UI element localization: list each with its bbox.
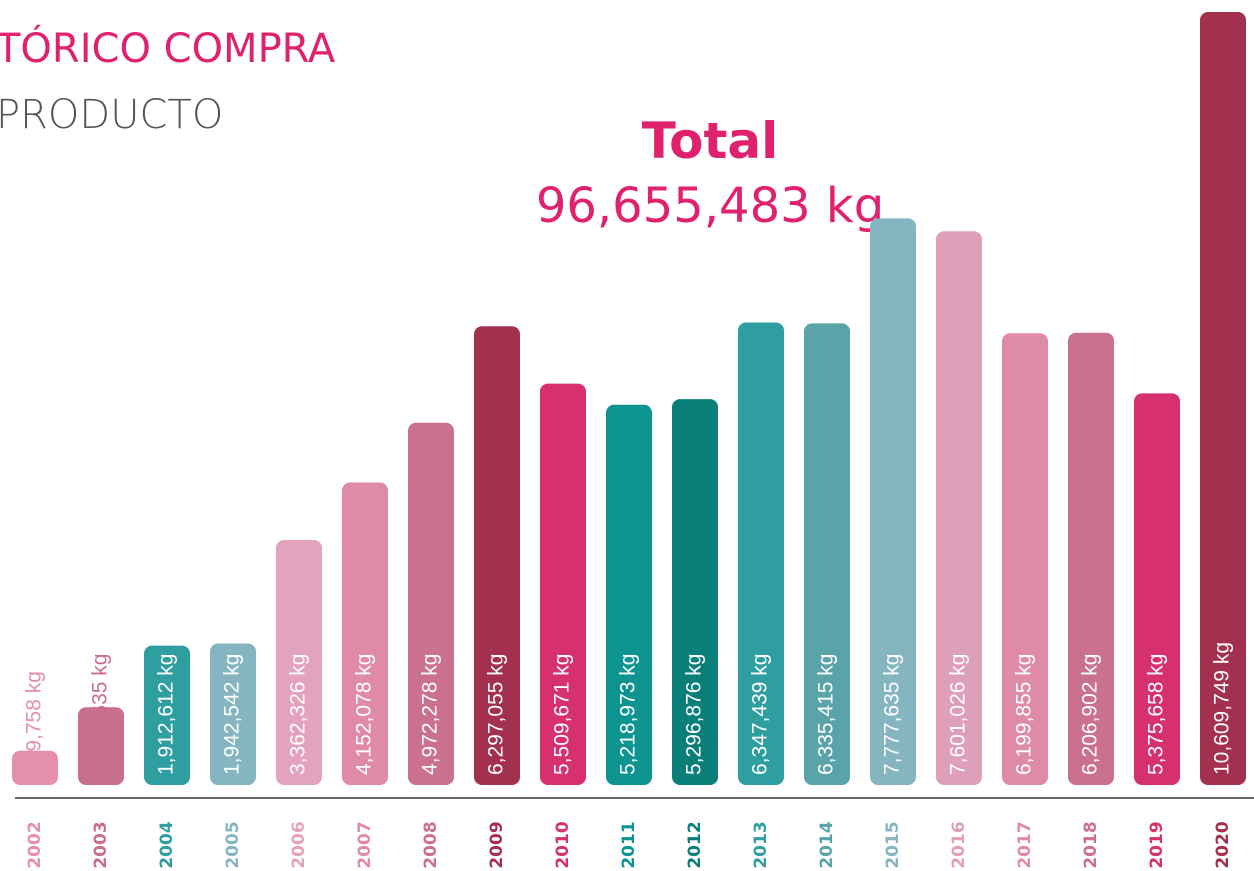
bar bbox=[804, 323, 850, 785]
bar bbox=[474, 326, 520, 785]
x-tick-label: 2011 bbox=[619, 821, 639, 868]
x-tick-label: 2015 bbox=[883, 821, 903, 868]
x-tick-label: 2002 bbox=[25, 821, 45, 868]
total-label: Total bbox=[642, 112, 779, 170]
x-tick-label: 2004 bbox=[157, 821, 177, 868]
bar bbox=[936, 231, 982, 785]
value-label: 6,206,902 kg bbox=[1079, 654, 1102, 775]
x-tick-label: 2018 bbox=[1081, 821, 1101, 868]
bar bbox=[1002, 333, 1048, 785]
value-label: 6,335,415 kg bbox=[815, 654, 838, 775]
bar bbox=[276, 540, 322, 785]
bar bbox=[342, 482, 388, 785]
value-label: 5,296,876 kg bbox=[683, 654, 706, 775]
x-tick-label: 2007 bbox=[355, 821, 375, 868]
x-tick-label: 2020 bbox=[1213, 821, 1233, 868]
x-tick-label: 2016 bbox=[949, 821, 969, 868]
x-tick-label: 2006 bbox=[289, 821, 309, 868]
x-tick-label: 2010 bbox=[553, 821, 573, 868]
value-label: 5,509,671 kg bbox=[551, 654, 574, 775]
x-tick-label: 2005 bbox=[223, 821, 243, 868]
value-label: 1,942,542 kg bbox=[221, 654, 244, 775]
value-label: 3,362,326 kg bbox=[287, 654, 310, 775]
bar bbox=[540, 383, 586, 785]
chart-subtitle: PRODUCTO bbox=[0, 92, 223, 138]
value-label: 5,218,973 kg bbox=[617, 654, 640, 775]
value-label: 4,972,278 kg bbox=[419, 654, 442, 775]
value-label: 5,375,658 kg bbox=[1145, 654, 1168, 775]
x-tick-label: 2019 bbox=[1147, 821, 1167, 868]
bar bbox=[210, 643, 256, 785]
x-tick-label: 2012 bbox=[685, 821, 705, 868]
bar bbox=[78, 707, 124, 785]
value-label: 6,199,855 kg bbox=[1013, 654, 1036, 775]
value-label: 1,067,635 kg bbox=[89, 654, 112, 775]
x-tick-label: 2017 bbox=[1015, 821, 1035, 868]
bar bbox=[12, 750, 58, 785]
x-tick-label: 2009 bbox=[487, 821, 507, 868]
x-tick-label: 2014 bbox=[817, 821, 837, 868]
value-label: 4,152,078 kg bbox=[353, 654, 376, 775]
bar bbox=[870, 218, 916, 785]
bar bbox=[672, 399, 718, 785]
value-label: 7,601,026 kg bbox=[947, 654, 970, 775]
x-tick-label: 2008 bbox=[421, 821, 441, 868]
bar bbox=[606, 404, 652, 785]
bar bbox=[738, 322, 784, 785]
x-tick-label: 2003 bbox=[91, 821, 111, 868]
value-label: 6,347,439 kg bbox=[749, 654, 772, 775]
bar bbox=[408, 422, 454, 785]
value-label: 10,609,749 kg bbox=[1211, 642, 1234, 775]
value-label: 7,777,635 kg bbox=[881, 654, 904, 775]
value-label: 469,758 kg bbox=[23, 671, 46, 775]
total-value: 96,655,483 kg bbox=[536, 178, 884, 234]
value-label: 1,912,612 kg bbox=[155, 654, 178, 775]
bar bbox=[1200, 12, 1246, 785]
x-tick-label: 2013 bbox=[751, 821, 771, 868]
bar bbox=[1068, 332, 1114, 785]
value-label: 6,297,055 kg bbox=[485, 654, 508, 775]
chart-title: TÓRICO COMPRA bbox=[0, 24, 336, 72]
bar bbox=[1134, 393, 1180, 785]
bar bbox=[144, 645, 190, 785]
